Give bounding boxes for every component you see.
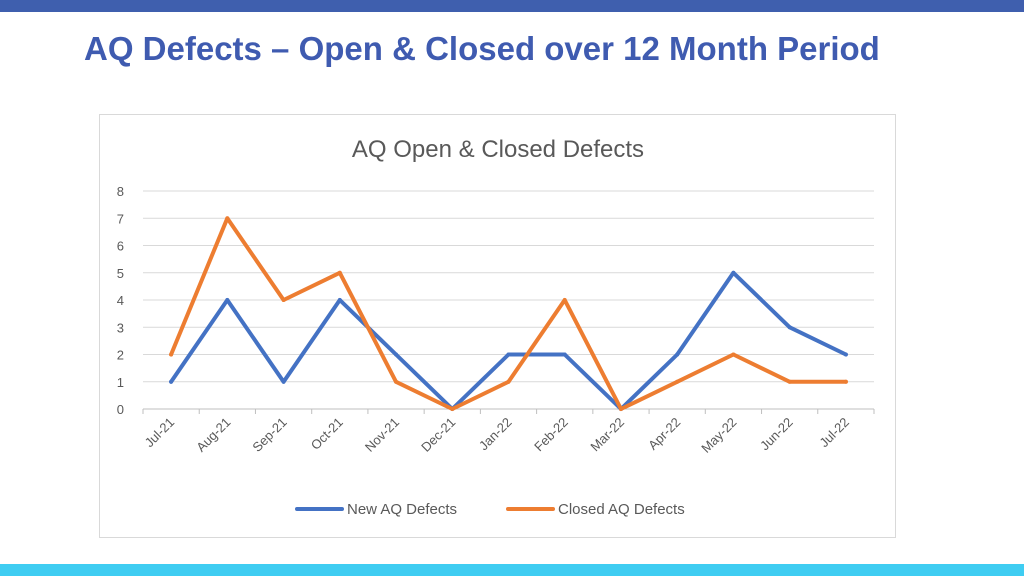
y-tick-label: 0	[117, 402, 124, 417]
data-point	[618, 407, 623, 411]
y-tick-label: 4	[117, 293, 124, 308]
chart-title: AQ Open & Closed Defects	[352, 136, 644, 163]
top-accent-bar	[0, 0, 1024, 12]
data-point	[281, 379, 286, 384]
data-point	[562, 298, 567, 302]
data-point	[843, 352, 848, 357]
y-tick-label: 2	[117, 348, 124, 363]
x-tick-label: Jun-22	[757, 415, 796, 454]
data-point	[506, 352, 511, 357]
y-tick-label: 7	[117, 211, 124, 226]
y-tick-label: 5	[117, 266, 124, 281]
data-point	[787, 325, 792, 330]
y-tick-label: 3	[117, 320, 124, 335]
data-point	[675, 379, 680, 384]
line-chart: AQ Open & Closed Defects 0 1 2 3 4 5 6 7 8 Jul-2…	[117, 136, 875, 518]
y-tick-label: 1	[117, 375, 124, 390]
y-tick-label: 6	[117, 239, 124, 254]
legend-label: New AQ Defects	[347, 501, 457, 518]
x-tick-label: Mar-22	[587, 415, 627, 455]
x-axis-ticks: Jul-21 Aug-21 Sep-21 Oct-21 Nov-21 Dec-21 Jan-…	[142, 409, 875, 456]
data-point	[843, 379, 848, 384]
data-point	[281, 298, 286, 302]
data-point	[394, 379, 399, 384]
y-axis-ticks: 0 1 2 3 4 5 6 7 8	[117, 184, 124, 417]
x-tick-label: Sep-21	[249, 415, 289, 455]
data-point	[337, 298, 342, 302]
data-point	[675, 352, 680, 357]
legend-label: Closed AQ Defects	[558, 501, 685, 518]
x-tick-label: Jul-22	[816, 415, 852, 451]
data-point	[731, 352, 736, 357]
data-point	[394, 352, 399, 357]
data-point	[225, 216, 230, 221]
chart-frame: AQ Open & Closed Defects 0 1 2 3 4 5 6 7 8 Jul-2…	[99, 114, 896, 538]
legend: New AQ Defects Closed AQ Defects	[295, 501, 685, 518]
x-tick-label: Nov-21	[362, 415, 402, 455]
data-point	[731, 270, 736, 275]
x-tick-label: Apr-22	[645, 415, 683, 453]
x-tick-label: Oct-21	[308, 415, 346, 453]
x-tick-label: Aug-21	[193, 415, 233, 455]
x-tick-label: Jan-22	[476, 415, 515, 454]
data-point	[169, 352, 174, 357]
y-tick-label: 8	[117, 184, 124, 199]
x-tick-label: Feb-22	[531, 415, 571, 455]
data-point	[506, 379, 511, 384]
series-line-new-aq-defects	[169, 270, 848, 411]
x-tick-label: May-22	[698, 415, 739, 456]
data-point	[337, 270, 342, 275]
data-point	[169, 379, 174, 384]
data-point	[225, 298, 230, 302]
slide-title: AQ Defects – Open & Closed over 12 Month…	[84, 30, 880, 67]
x-tick-label: Dec-21	[418, 415, 458, 455]
data-point	[562, 352, 567, 357]
data-point	[787, 379, 792, 384]
x-tick-label: Jul-21	[142, 415, 178, 451]
bottom-accent-bar	[0, 564, 1024, 576]
series-lines	[169, 216, 848, 411]
data-point	[450, 407, 455, 411]
